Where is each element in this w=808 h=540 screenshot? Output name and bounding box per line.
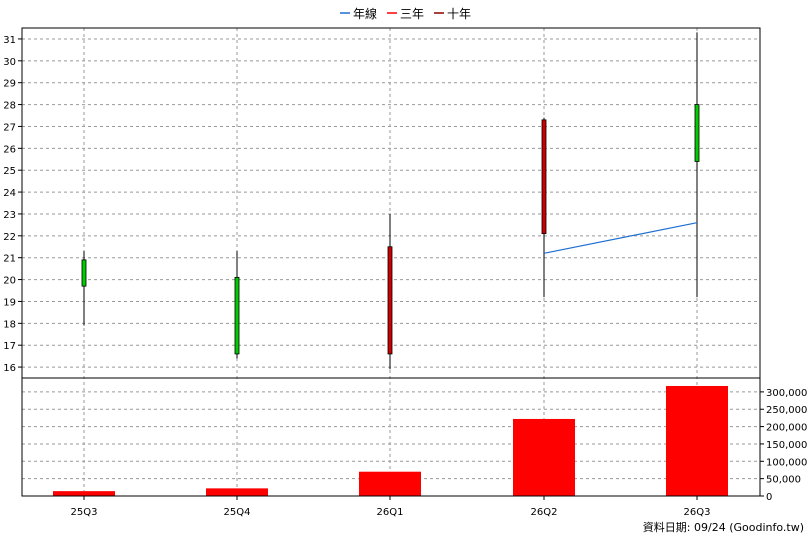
candle-25Q3 — [81, 251, 87, 326]
price-grid — [22, 28, 760, 496]
price-tick-label: 24 — [3, 188, 16, 199]
candle-26Q3 — [694, 32, 700, 298]
price-tick-label: 20 — [3, 276, 16, 287]
candle-body — [694, 104, 700, 162]
candle-26Q1 — [387, 213, 393, 370]
volume-tick-label: 50,000 — [766, 475, 801, 486]
price-plot — [81, 32, 700, 370]
candle-body — [234, 276, 240, 355]
volume-tick-label: 100,000 — [766, 457, 807, 468]
legend-label: 年線 — [353, 6, 377, 21]
legend-item-2: 十年 — [434, 7, 471, 21]
price-tick-label: 18 — [3, 319, 16, 330]
volume-tick-label: 150,000 — [766, 440, 807, 451]
price-tick-label: 19 — [3, 297, 16, 308]
legend-item-1: 三年 — [387, 7, 424, 21]
category-tick-label: 26Q3 — [684, 507, 711, 518]
volume-bar-26Q2 — [513, 418, 575, 496]
price-tick-label: 22 — [3, 232, 16, 243]
category-tick-label: 26Q1 — [377, 507, 404, 518]
candle-body — [81, 259, 87, 287]
volume-tick-label: 250,000 — [766, 405, 807, 416]
price-tick-label: 28 — [3, 101, 16, 112]
volume-plot — [53, 385, 728, 496]
price-tick-label: 16 — [3, 363, 16, 374]
axes: 16 17 18 19 20 21 22 23 24 25 26 27 28 29 30 31 0 50,000 1… — [3, 27, 807, 518]
volume-tick-label: 200,000 — [766, 423, 807, 434]
price-tick-label: 27 — [3, 122, 16, 133]
volume-bar-26Q1 — [359, 471, 421, 496]
category-tick-label: 25Q3 — [71, 507, 98, 518]
category-tick-label: 25Q4 — [224, 507, 251, 518]
series-line-annual — [543, 222, 698, 254]
volume-bar-25Q4 — [206, 488, 268, 496]
price-tick-label: 25 — [3, 166, 16, 177]
category-tick-label: 26Q2 — [531, 507, 558, 518]
price-tick-label: 30 — [3, 57, 16, 68]
price-tick-label: 23 — [3, 210, 16, 221]
volume-bar-26Q3 — [666, 385, 728, 496]
price-tick-label: 21 — [3, 254, 16, 265]
legend-label: 十年 — [447, 7, 471, 21]
plot-frame — [21, 27, 761, 497]
price-tick-label: 29 — [3, 79, 16, 90]
candle-body — [541, 119, 547, 235]
volume-bar-25Q3 — [53, 491, 115, 496]
candle-26Q2 — [541, 117, 547, 298]
data-date-footer: 資料日期: 09/24 (Goodinfo.tw) — [643, 520, 804, 534]
legend-item-0: 年線 — [340, 6, 377, 21]
price-tick-label: 17 — [3, 341, 16, 352]
price-tick-label: 31 — [3, 35, 16, 46]
candle-body — [387, 246, 393, 355]
price-tick-label: 26 — [3, 144, 16, 155]
legend: 年線 三年 十年 — [340, 6, 471, 21]
candle-25Q4 — [234, 251, 240, 359]
volume-tick-label: 300,000 — [766, 388, 807, 399]
legend-label: 三年 — [400, 7, 424, 21]
volume-tick-label: 0 — [766, 492, 772, 503]
